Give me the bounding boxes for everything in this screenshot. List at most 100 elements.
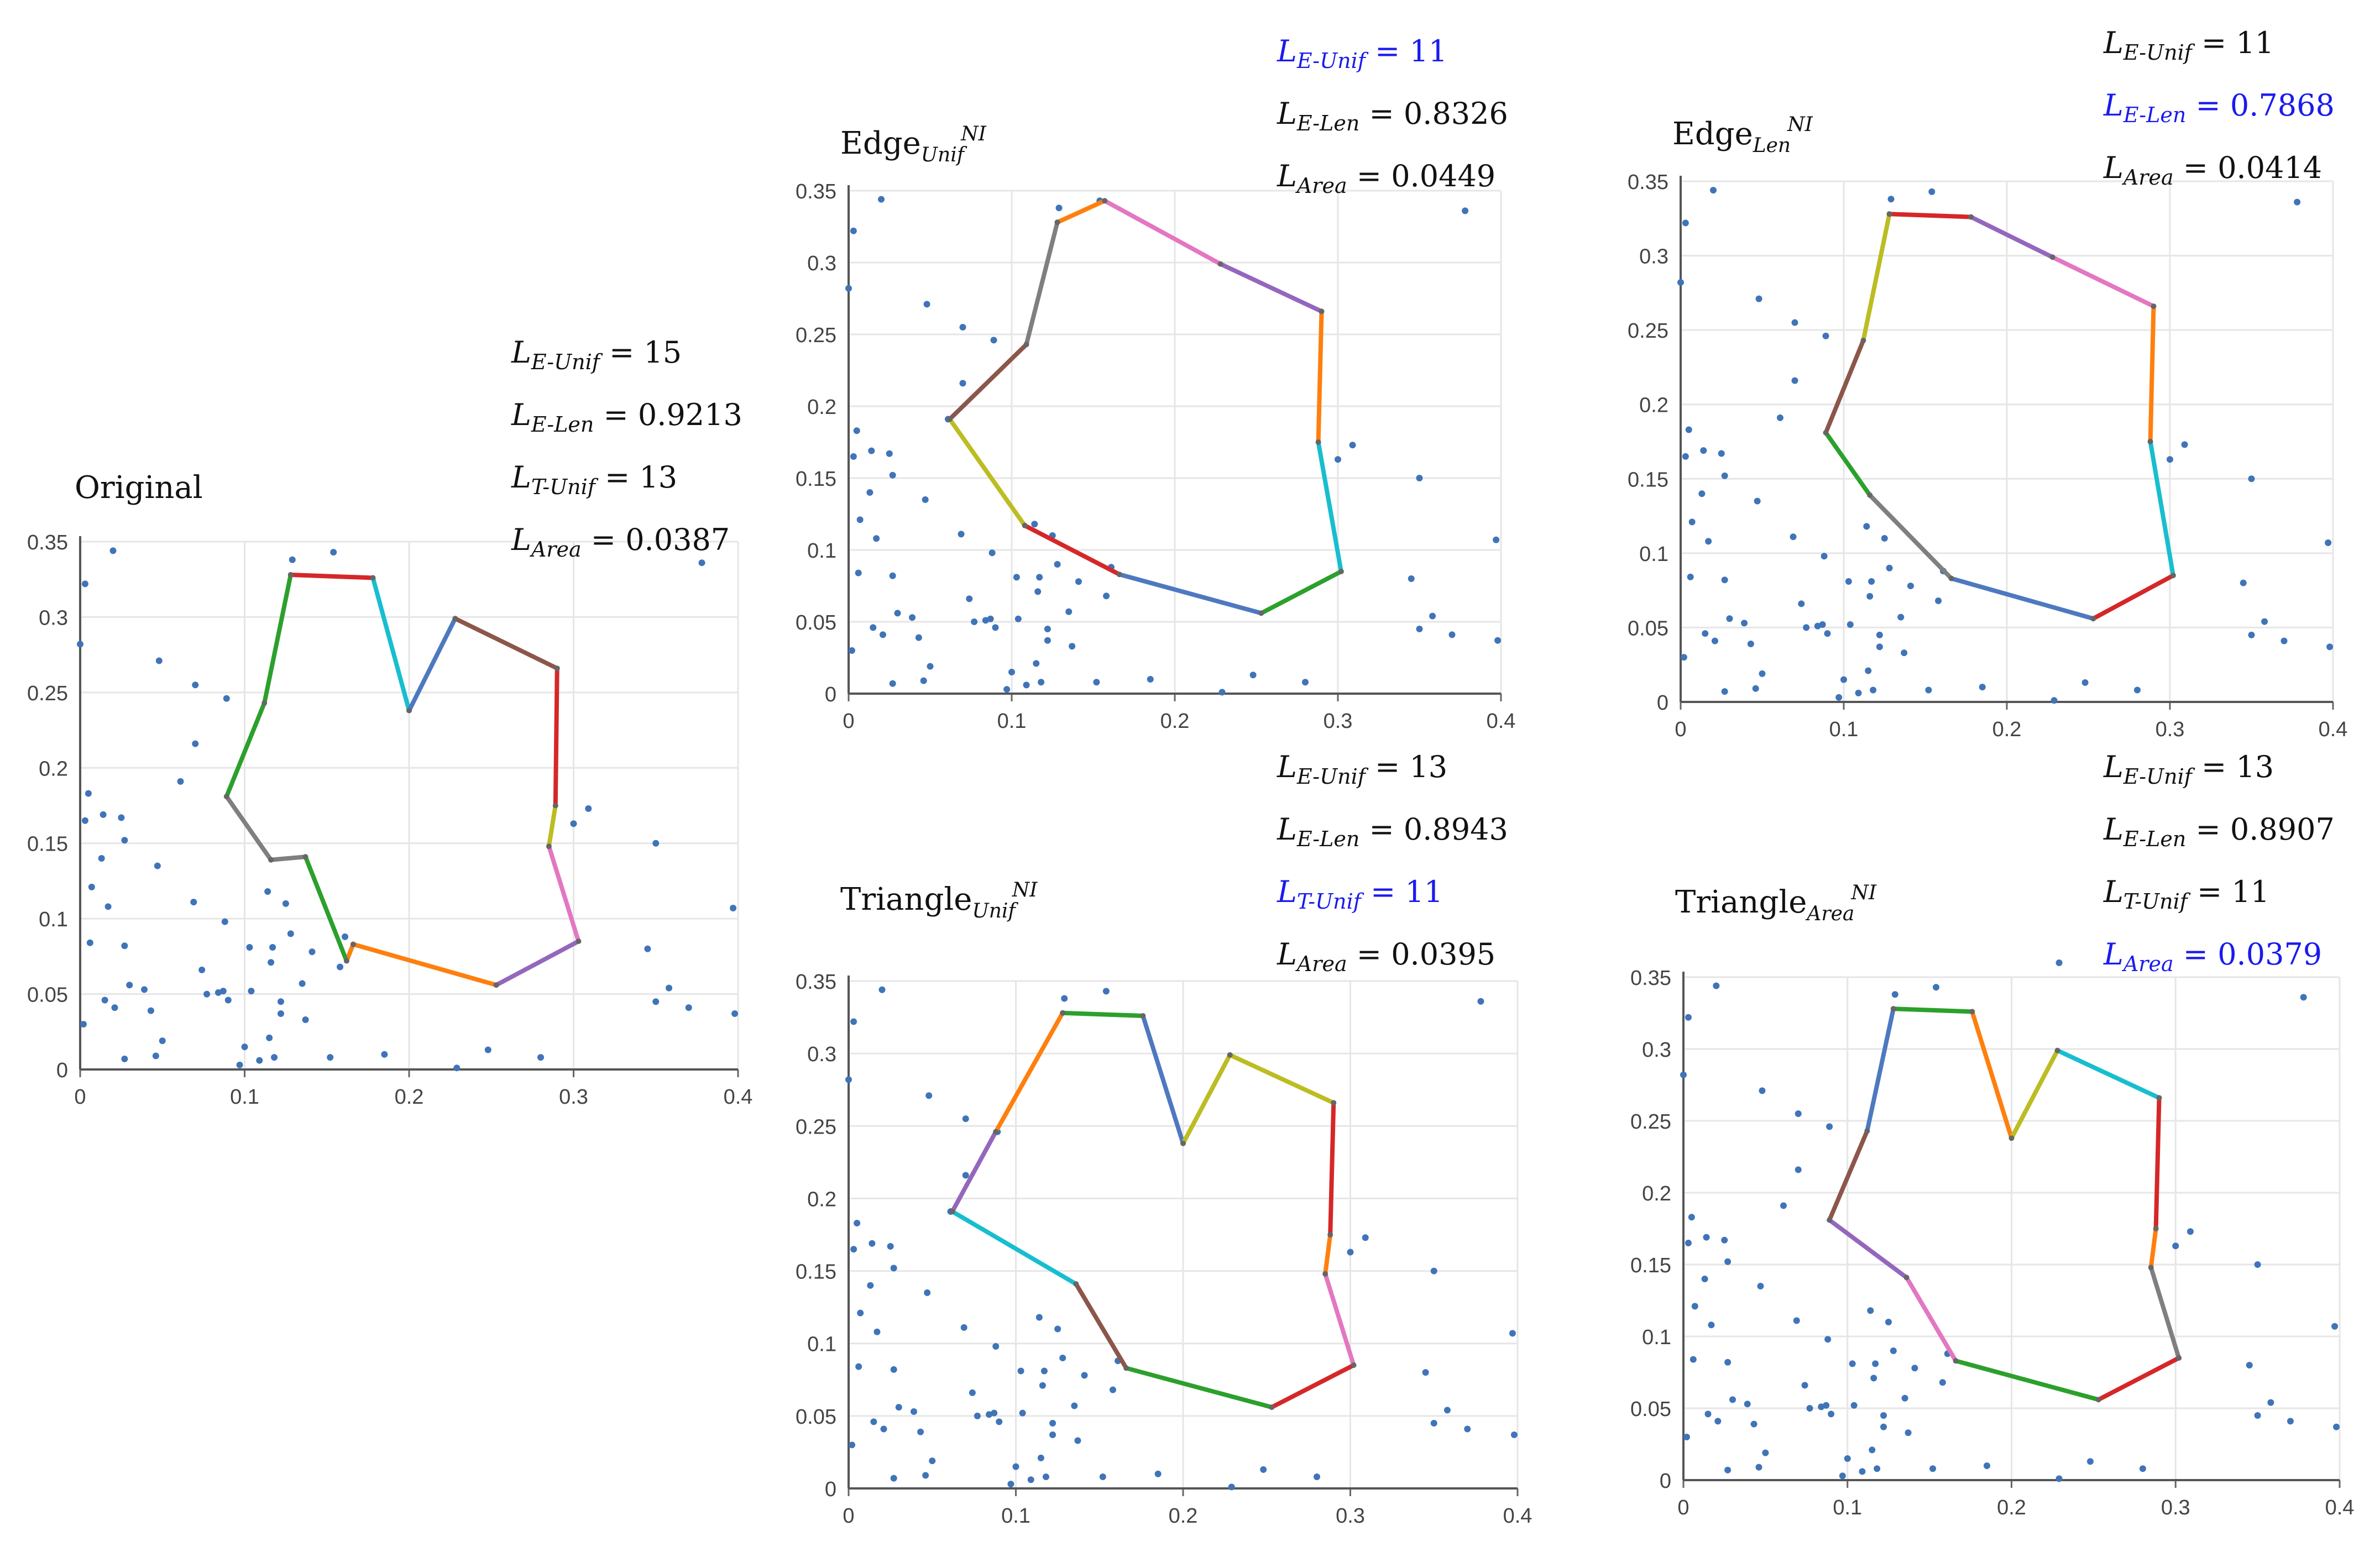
metric-row: LArea = 0.0414 [2104,141,2335,204]
polygon-vertex [1968,214,1974,220]
polygon-vertex [949,1209,955,1215]
metric-row: LT-Unif = 11 [1277,866,1508,928]
data-point [1881,534,1888,542]
polygon-vertex [1327,1232,1333,1237]
metric-row: LT-Unif = 13 [511,451,742,513]
x-tick-label: 0 [843,1504,854,1528]
data-point [1042,1473,1049,1481]
data-point [266,1034,273,1041]
data-point [1983,1462,1990,1469]
x-tick-label: 0.4 [2319,718,2348,741]
data-point [962,1172,969,1179]
data-point [2254,1261,2261,1268]
polygon-vertex [1903,1275,1910,1281]
polygon-vertex [370,575,376,581]
data-point [2300,994,2307,1001]
metric-symbol: LT-Unif [1277,874,1361,914]
data-point [920,677,927,684]
data-point [958,531,965,538]
data-point [1349,442,1356,449]
data-point [1806,1405,1813,1412]
data-point [890,1475,897,1482]
data-point [1741,620,1748,627]
data-point [1477,998,1484,1005]
data-point [2187,1228,2194,1235]
data-point [1710,187,1717,194]
data-point [1874,1465,1881,1472]
data-point [988,549,996,557]
data-point [1721,472,1728,479]
metrics-block: LE-Unif = 13 LE-Len = 0.8943 LT-Unif = 11 L… [1277,741,1508,990]
polygon-edge [1269,1363,1356,1410]
polygon-edge [370,575,411,713]
data-point [867,1282,874,1289]
data-point [1017,1367,1024,1375]
metric-equals: = [1359,96,1404,131]
data-point [895,1404,902,1411]
panel-title-subscript: Unif [920,144,965,166]
polygon-vertex [350,941,356,947]
data-point [1448,631,1456,638]
x-tick-label: 0.1 [997,710,1027,733]
data-point [1054,1325,1061,1333]
polygon-edge [494,939,581,988]
metric-row: LT-Unif = 11 [2104,866,2335,928]
y-tick-label: 0.3 [1639,245,1668,269]
metric-equals: = [2173,150,2218,185]
data-point [2081,679,2089,686]
data-point [922,496,929,503]
data-point [81,817,88,824]
metric-equals: = [599,335,644,370]
data-point [925,1092,933,1099]
data-point [1154,1470,1162,1477]
polygon-edge [950,1209,1079,1287]
data-point [1040,1367,1048,1375]
data-point [1868,578,1875,585]
data-point [2331,1323,2339,1330]
polygon-vertex [1331,1100,1337,1106]
x-tick-label: 0 [74,1085,86,1109]
data-point [1335,456,1341,463]
data-point [889,680,896,687]
data-point [887,1242,894,1250]
data-point [1929,1465,1937,1472]
data-point [1702,630,1709,637]
polygon-edge [1102,198,1223,266]
polygon-vertex [2151,303,2157,310]
polygon-edge [2091,573,2175,621]
data-point [159,1037,166,1045]
polygon-vertex [302,854,308,860]
data-point [974,1412,981,1419]
y-tick-label: 0.15 [1630,1254,1671,1277]
data-point [894,610,901,617]
data-point [88,883,95,890]
polygon-edge [1868,492,1954,581]
data-point [1031,521,1038,528]
polygon-vertex [2170,573,2176,579]
y-tick-label: 0.1 [1639,543,1668,566]
data-point [85,790,92,797]
data-point [2086,1458,2094,1465]
panel-title-subscript: Area [1807,903,1855,925]
data-point [1069,643,1076,650]
data-point [1840,676,1847,683]
data-point [147,1007,154,1014]
polygon-edge [1969,214,2055,260]
metric-symbol: LE-Len [2104,812,2187,851]
data-point [1711,637,1718,644]
metric-symbol: LE-Unif [511,335,600,374]
metric-value: 11 [1409,34,1448,69]
polygon-vertex [1827,1217,1833,1223]
data-point [962,1115,969,1123]
data-point [264,888,271,895]
data-point [277,1010,284,1018]
polygon-edge [2148,304,2156,444]
data-point [1677,279,1684,286]
polygon-edge [546,844,581,944]
polygon-edge [262,573,293,705]
metric-equals: = [2186,88,2230,123]
metric-symbol: LE-Len [511,397,594,437]
metric-symbol: LE-Len [2104,88,2187,127]
polygon-edge [1259,569,1343,616]
polygon-edge [1022,523,1122,577]
